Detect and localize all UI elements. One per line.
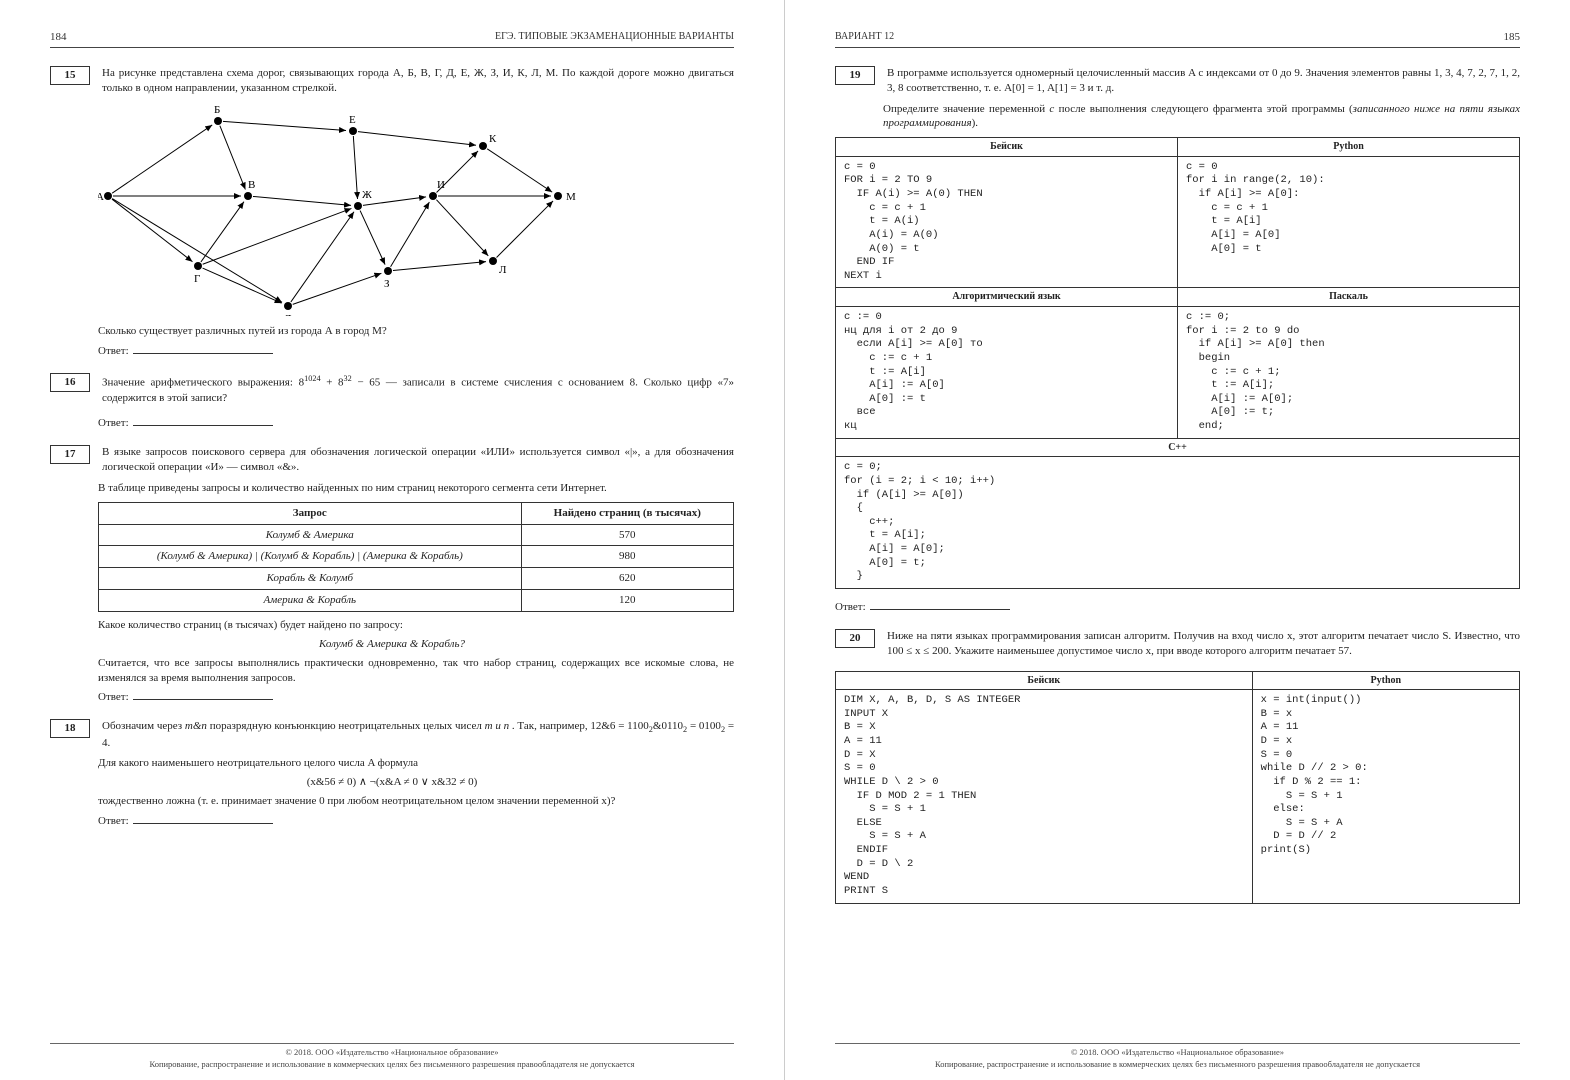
answer-19: Ответ: (835, 599, 1520, 615)
header-title-right: ВАРИАНТ 12 (835, 30, 894, 45)
page-number-right: 185 (1504, 30, 1521, 45)
answer-18: Ответ: (98, 813, 734, 829)
col-alg: Алгоритмический язык (836, 288, 1178, 307)
svg-text:Л: Л (499, 264, 507, 276)
col-basic: Бейсик (836, 138, 1178, 157)
answer-15: Ответ: (98, 343, 734, 359)
header-left: 184 ЕГЭ. ТИПОВЫЕ ЭКЗАМЕНАЦИОННЫЕ ВАРИАНТ… (50, 30, 734, 48)
table-row: Колумб & Америка570 (99, 524, 734, 546)
footer-left: © 2018. ООО «Издательство «Национальное … (50, 1043, 734, 1070)
header-right: ВАРИАНТ 12 185 (835, 30, 1520, 48)
answer-blank (133, 415, 273, 426)
svg-text:К: К (489, 133, 497, 145)
answer-blank (133, 813, 273, 824)
task-text: Ниже на пяти языках программирования зап… (887, 629, 1520, 659)
task-17-note: Считается, что все запросы выполнялись п… (98, 656, 734, 686)
task-text: В языке запросов поискового сервера для … (102, 445, 734, 475)
road-graph: A Б В Г Д Е Ж З И К Л М (98, 106, 734, 321)
svg-text:Д: Д (284, 313, 292, 316)
page-spread: 184 ЕГЭ. ТИПОВЫЕ ЭКЗАМЕНАЦИОННЫЕ ВАРИАНТ… (0, 0, 1570, 1080)
svg-text:З: З (384, 278, 390, 290)
task-number: 15 (50, 66, 90, 85)
answer-blank (870, 599, 1010, 610)
query-table: Запрос Найдено страниц (в тысячах) Колум… (98, 502, 734, 612)
svg-text:Е: Е (349, 114, 356, 126)
col-count: Найдено страниц (в тысячах) (521, 502, 733, 524)
task-19-p2: Определите значение переменной c после в… (883, 102, 1520, 132)
task-20: 20 Ниже на пяти языках программирования … (835, 629, 1520, 659)
page-left: 184 ЕГЭ. ТИПОВЫЕ ЭКЗАМЕНАЦИОННЫЕ ВАРИАНТ… (0, 0, 785, 1080)
code-alg: c := 0 нц для i от 2 до 9 если A[i] >= A… (844, 311, 1169, 434)
task-19: 19 В программе используется одномерный ц… (835, 66, 1520, 96)
page-number-left: 184 (50, 30, 67, 45)
col-python: Python (1178, 138, 1520, 157)
col-pascal: Паскаль (1178, 288, 1520, 307)
svg-text:A: A (98, 191, 104, 203)
table-row: (Колумб & Америка) | (Колумб & Корабль) … (99, 546, 734, 568)
code-basic-20: DIM X, A, B, D, S AS INTEGER INPUT X B =… (844, 694, 1244, 899)
task-17-q2: Колумб & Америка & Корабль? (50, 637, 734, 652)
svg-text:Б: Б (214, 106, 220, 116)
task-15-question: Сколько существует различных путей из го… (98, 324, 734, 339)
answer-16: Ответ: (98, 415, 734, 431)
svg-text:В: В (248, 179, 255, 191)
table-row: Корабль & Колумб620 (99, 568, 734, 590)
task-15: 15 На рисунке представлена схема дорог, … (50, 66, 734, 96)
task-17-p2: В таблице приведены запросы и количество… (98, 481, 734, 496)
task-text: Обозначим через m&n поразрядную конъюнкц… (102, 719, 734, 750)
answer-17: Ответ: (98, 689, 734, 705)
task-17: 17 В языке запросов поискового сервера д… (50, 445, 734, 475)
task-number: 16 (50, 373, 90, 392)
answer-blank (133, 343, 273, 354)
answer-blank (133, 689, 273, 700)
task-number: 17 (50, 445, 90, 464)
task-number: 19 (835, 66, 875, 85)
code-pascal: c := 0; for i := 2 to 9 do if A[i] >= A[… (1186, 311, 1511, 434)
task-17-q1: Какое количество страниц (в тысячах) буд… (98, 618, 734, 633)
col-query: Запрос (99, 502, 522, 524)
header-title-left: ЕГЭ. ТИПОВЫЕ ЭКЗАМЕНАЦИОННЫЕ ВАРИАНТЫ (495, 30, 734, 45)
col-basic: Бейсик (836, 671, 1253, 690)
task-18-p2: Для какого наименьшего неотрицательного … (98, 756, 734, 771)
task-18-p3: тождественно ложна (т. е. принимает знач… (98, 794, 734, 809)
task-18-formula: (x&56 ≠ 0) ∧ ¬(x&A ≠ 0 ∨ x&32 ≠ 0) (50, 775, 734, 790)
col-cpp: C++ (836, 438, 1520, 457)
page-right: ВАРИАНТ 12 185 19 В программе использует… (785, 0, 1570, 1080)
code-basic: c = 0 FOR i = 2 TO 9 IF A(i) >= A(0) THE… (844, 161, 1169, 284)
code-table-19: Бейсик Python c = 0 FOR i = 2 TO 9 IF A(… (835, 137, 1520, 589)
svg-text:Г: Г (194, 273, 200, 285)
task-number: 20 (835, 629, 875, 648)
col-python: Python (1252, 671, 1519, 690)
task-text: На рисунке представлена схема дорог, свя… (102, 66, 734, 96)
code-cpp: c = 0; for (i = 2; i < 10; i++) if (A[i]… (844, 461, 1511, 584)
svg-text:М: М (566, 191, 576, 203)
code-table-20: Бейсик Python DIM X, A, B, D, S AS INTEG… (835, 671, 1520, 904)
task-number: 18 (50, 719, 90, 738)
task-text: Значение арифметического выражения: 8102… (102, 373, 734, 405)
footer-right: © 2018. ООО «Издательство «Национальное … (835, 1043, 1520, 1070)
task-16: 16 Значение арифметического выражения: 8… (50, 373, 734, 405)
code-python-20: x = int(input()) B = x A = 11 D = x S = … (1261, 694, 1511, 858)
task-18: 18 Обозначим через m&n поразрядную конъю… (50, 719, 734, 750)
table-row: Америка & Корабль120 (99, 590, 734, 612)
task-text: В программе используется одномерный цело… (887, 66, 1520, 96)
svg-text:Ж: Ж (362, 189, 372, 201)
svg-text:И: И (437, 179, 445, 191)
code-python: c = 0 for i in range(2, 10): if A[i] >= … (1186, 161, 1511, 256)
